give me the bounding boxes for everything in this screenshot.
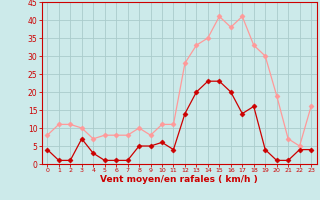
- X-axis label: Vent moyen/en rafales ( km/h ): Vent moyen/en rafales ( km/h ): [100, 175, 258, 184]
